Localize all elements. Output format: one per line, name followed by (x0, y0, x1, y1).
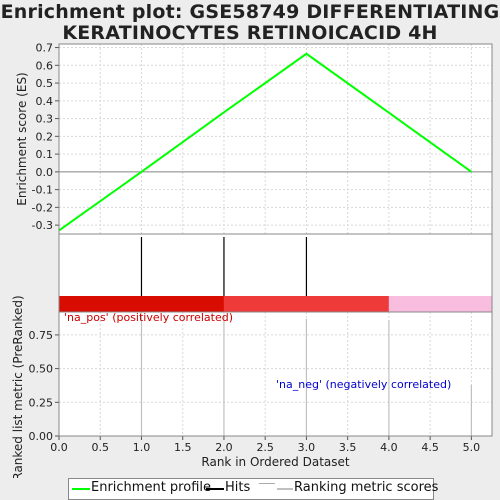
rank-ylabel: Ranked list metric (PreRanked) (11, 295, 25, 478)
legend-ranking-line (277, 488, 293, 490)
legend-gap-line (259, 483, 275, 484)
color-bar-segment (388, 296, 492, 312)
es-ytick-label: -0.2 (32, 201, 53, 214)
es-ytick-label: 0.4 (36, 95, 54, 108)
rank-xtick-label: 4.5 (421, 441, 439, 454)
legend: Enrichment profile Hits Ranking metric s… (68, 478, 438, 500)
es-ytick-label: 0.5 (36, 77, 54, 90)
rank-panel-border (58, 311, 493, 437)
es-ytick-label: 0.1 (36, 148, 54, 161)
color-bar-segment (59, 296, 224, 312)
hits-panel-bg (59, 234, 492, 296)
rank-xtick-label: 0.0 (50, 441, 68, 454)
es-profile-line (58, 52, 472, 232)
legend-hits-label: Hits (225, 480, 251, 495)
es-ytick-label: -0.3 (32, 219, 53, 232)
rank-xtick-label: 3.0 (298, 441, 316, 454)
rank-xtick-label: 0.5 (91, 441, 109, 454)
legend-hits-line (206, 488, 224, 490)
legend-enrichment-line (72, 488, 90, 490)
color-bar-segment (223, 296, 389, 312)
rank-xlabel: Rank in Ordered Dataset (201, 455, 349, 469)
legend-ranking-label: Ranking metric scores (294, 480, 439, 495)
rank-xtick-label: 1.5 (174, 441, 192, 454)
chart-title-line2: KERATINOCYTES RETINOICACID 4H (62, 22, 438, 44)
es-ytick-label: 0.3 (36, 113, 54, 126)
legend-enrichment-label: Enrichment profile (91, 480, 211, 495)
rank-xtick-label: 4.0 (380, 441, 398, 454)
neg-label: 'na_neg' (negatively correlated) (276, 378, 451, 391)
rank-xtick-label: 2.0 (215, 441, 233, 454)
rank-xtick-label: 2.5 (256, 441, 274, 454)
rank-ytick-label: 0.00 (29, 430, 54, 443)
rank-ytick-label: 0.50 (29, 363, 54, 376)
chart-title-line1: Enrichment plot: GSE58749 DIFFERENTIATIN… (0, 1, 500, 23)
es-ytick-label: 0.7 (36, 42, 54, 55)
chart-svg: -0.3 -0.2 -0.1 0.0 0.1 0.2 0.3 0.4 0.5 0.6 0.7 Enri… (11, 42, 493, 478)
es-ytick-label: 0.6 (36, 59, 54, 72)
es-ytick-label: 0.0 (36, 166, 54, 179)
rank-panel-bg (59, 312, 492, 436)
rank-xtick-label: 5.0 (463, 441, 481, 454)
rank-xtick-label: 3.5 (339, 441, 357, 454)
rank-xtick-label: 1.0 (133, 441, 151, 454)
rank-ytick-label: 0.25 (29, 396, 54, 409)
es-ytick-label: 0.2 (36, 130, 54, 143)
rank-ytick-label: 0.75 (29, 329, 54, 342)
pos-label: 'na_pos' (positively correlated) (64, 311, 233, 324)
es-ytick-label: -0.1 (32, 184, 53, 197)
es-ylabel: Enrichment score (ES) (15, 72, 29, 205)
